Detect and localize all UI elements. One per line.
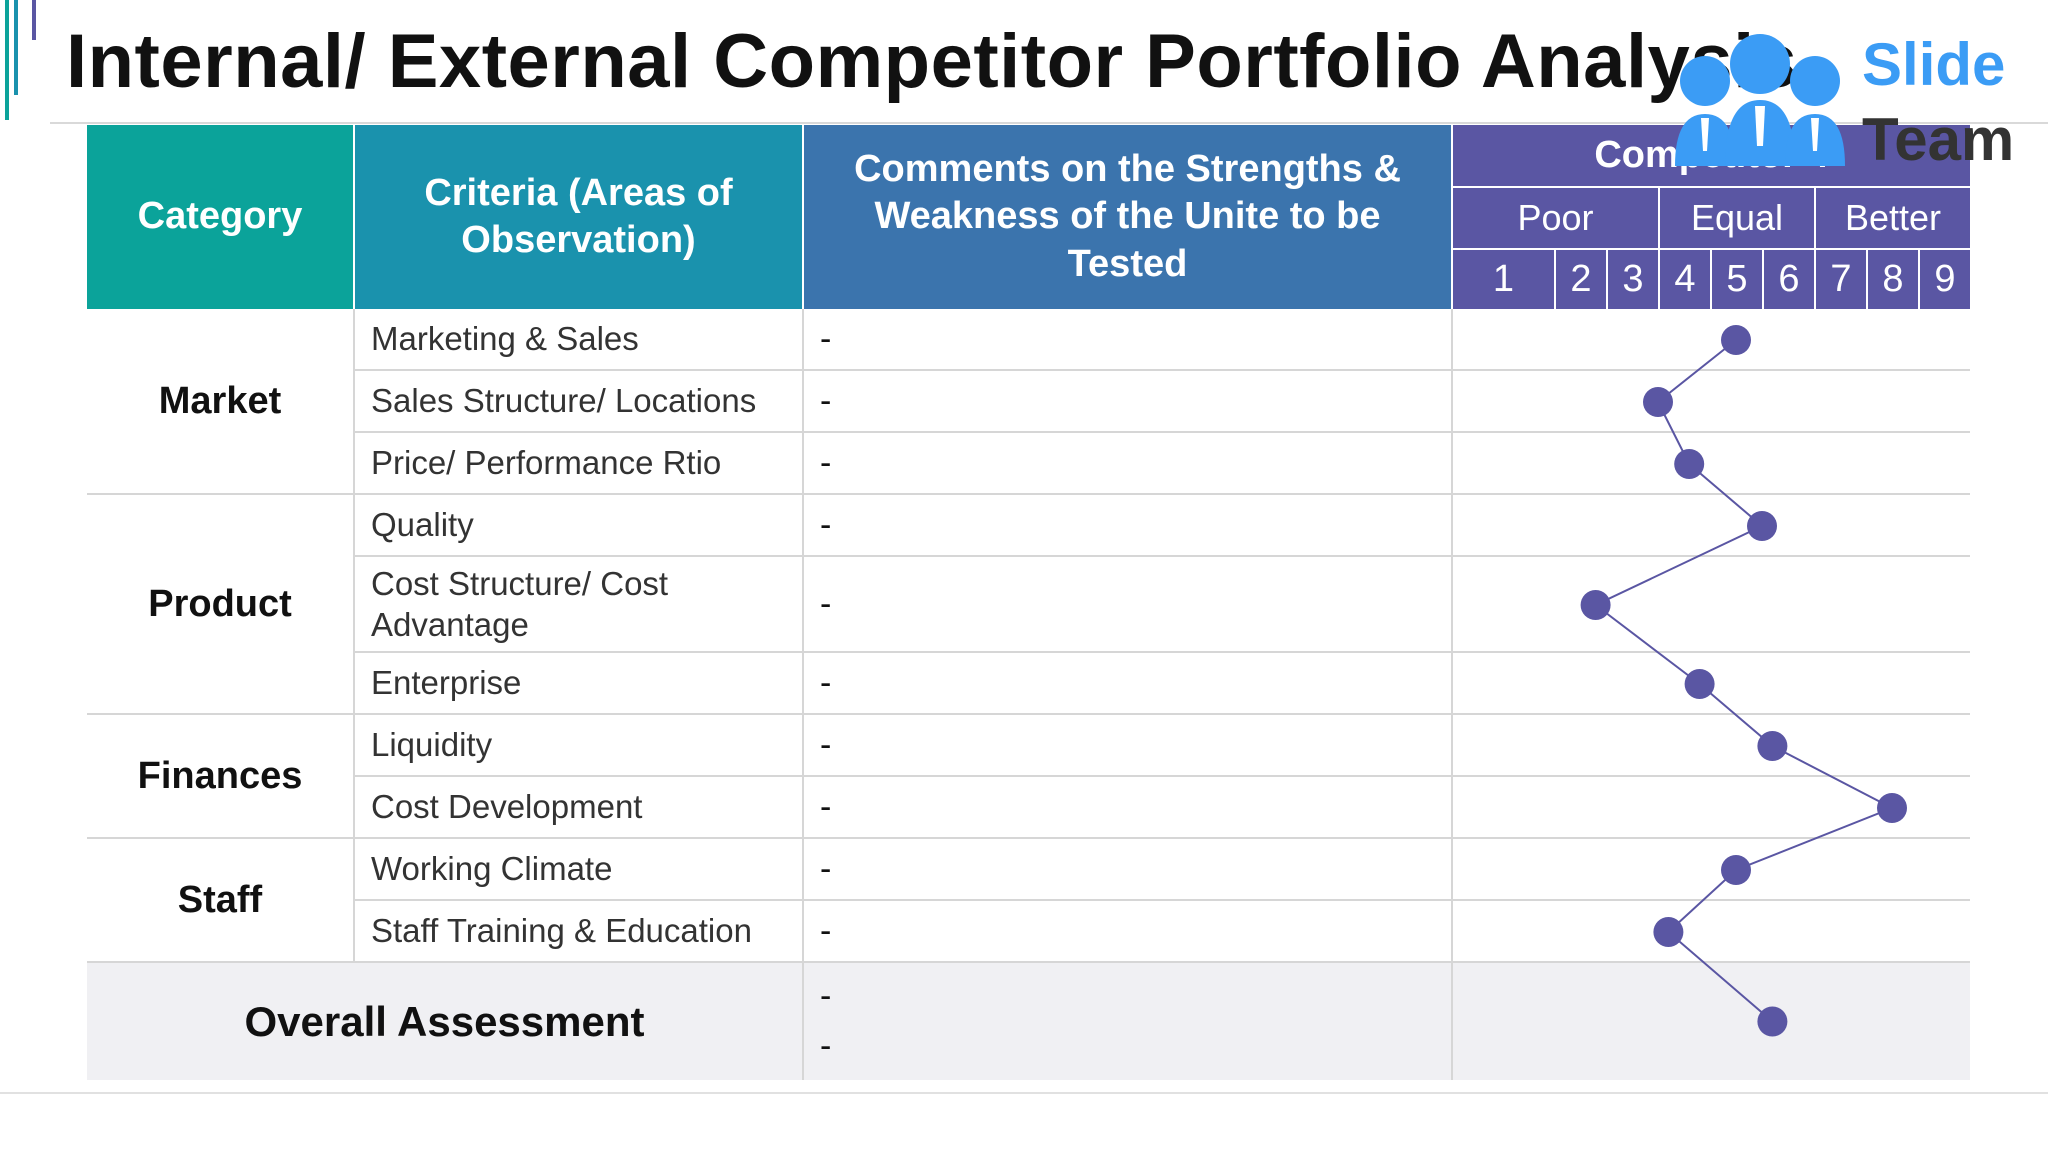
comment-cell: - bbox=[802, 653, 1451, 715]
people-group-icon bbox=[1675, 34, 1845, 166]
footer-divider bbox=[0, 1092, 2048, 1094]
rating-cell bbox=[1451, 901, 1970, 963]
scale-tick: 6 bbox=[1762, 248, 1814, 309]
criterion-label: Liquidity bbox=[353, 715, 802, 777]
scale-tick: 9 bbox=[1918, 248, 1970, 309]
rating-cell bbox=[1451, 371, 1970, 433]
competitor-analysis-table: Category Criteria (Areas of Observation)… bbox=[87, 125, 1974, 1080]
scale-tick: 4 bbox=[1658, 248, 1710, 309]
comment-cell: - bbox=[802, 777, 1451, 839]
category-product: Product bbox=[87, 495, 353, 715]
category-market: Market bbox=[87, 309, 353, 495]
comment-cell: - bbox=[802, 433, 1451, 495]
criterion-label: Cost Structure/ Cost Advantage bbox=[353, 557, 802, 653]
page-title: Internal/ External Competitor Portfolio … bbox=[66, 19, 1798, 104]
criterion-label: Enterprise bbox=[353, 653, 802, 715]
logo-text-slide: Slide bbox=[1862, 31, 2006, 98]
header-comments: Comments on the Strengths & Weakness of … bbox=[802, 125, 1451, 309]
rating-cell bbox=[1451, 495, 1970, 557]
scale-tick: 5 bbox=[1710, 248, 1762, 309]
criterion-label: Staff Training & Education bbox=[353, 901, 802, 963]
comment-cell: - bbox=[802, 557, 1451, 653]
comment-cell: - bbox=[802, 901, 1451, 963]
scale-tick: 7 bbox=[1814, 248, 1866, 309]
scale-tick: 2 bbox=[1554, 248, 1606, 309]
comment-cell: - bbox=[802, 839, 1451, 901]
rating-group-better: Better bbox=[1814, 186, 1970, 248]
header-criteria: Criteria (Areas of Observation) bbox=[353, 125, 802, 309]
scale-tick: 8 bbox=[1866, 248, 1918, 309]
comment-cell: - bbox=[802, 371, 1451, 433]
rating-cell bbox=[1451, 653, 1970, 715]
logo-text-team: Team bbox=[1862, 106, 2015, 173]
rating-cell bbox=[1451, 839, 1970, 901]
scale-tick: 3 bbox=[1606, 248, 1658, 309]
category-finances: Finances bbox=[87, 715, 353, 839]
rating-cell bbox=[1451, 433, 1970, 495]
overall-comment: - bbox=[820, 1027, 832, 1066]
scale-tick: 1 bbox=[1451, 248, 1554, 309]
criterion-label: Working Climate bbox=[353, 839, 802, 901]
rating-group-equal: Equal bbox=[1658, 186, 1814, 248]
overall-assessment-label: Overall Assessment bbox=[87, 963, 802, 1080]
header-category: Category bbox=[87, 125, 353, 309]
criterion-label: Cost Development bbox=[353, 777, 802, 839]
rating-cell bbox=[1451, 715, 1970, 777]
category-staff: Staff bbox=[87, 839, 353, 963]
criterion-label: Marketing & Sales bbox=[353, 309, 802, 371]
criterion-label: Price/ Performance Rtio bbox=[353, 433, 802, 495]
comment-cell: - bbox=[802, 309, 1451, 371]
rating-cell bbox=[1451, 557, 1970, 653]
title-accent-bars bbox=[5, 0, 36, 120]
rating-cell bbox=[1451, 777, 1970, 839]
title-underline bbox=[50, 122, 2048, 124]
overall-comment-cell: - - bbox=[802, 963, 1451, 1080]
comment-cell: - bbox=[802, 495, 1451, 557]
overall-comment: - bbox=[820, 976, 832, 1015]
comment-cell: - bbox=[802, 715, 1451, 777]
rating-group-poor: Poor bbox=[1451, 186, 1658, 248]
criterion-label: Quality bbox=[353, 495, 802, 557]
overall-rating-cell bbox=[1451, 963, 1970, 1080]
rating-cell bbox=[1451, 309, 1970, 371]
criterion-label: Sales Structure/ Locations bbox=[353, 371, 802, 433]
slideteam-logo bbox=[1665, 26, 2025, 176]
